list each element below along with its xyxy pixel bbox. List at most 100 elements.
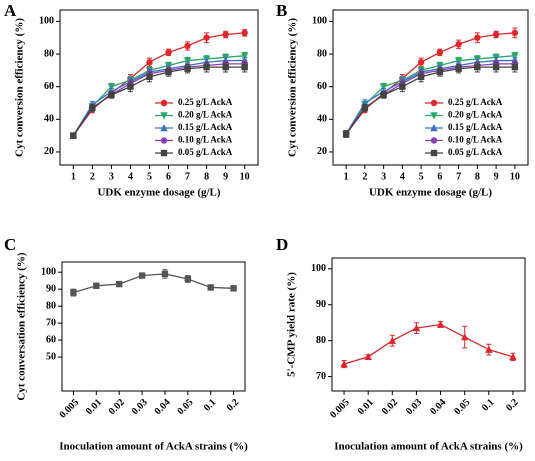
marker	[399, 83, 406, 90]
marker	[436, 49, 444, 56]
marker	[454, 57, 463, 65]
marker	[492, 63, 500, 71]
y-tick-label: 60	[317, 81, 327, 92]
marker	[430, 112, 438, 120]
x-tick-label: 9	[494, 171, 499, 182]
legend-label: 0.25 g/L AckA	[448, 97, 503, 107]
x-tick-label: 0.01	[356, 397, 376, 417]
series-line	[73, 273, 234, 294]
marker	[184, 42, 191, 50]
x-tick-label: 4	[400, 171, 405, 182]
marker	[230, 285, 237, 292]
y-tick-label: 80	[46, 300, 56, 311]
marker	[436, 68, 444, 76]
marker	[430, 137, 438, 144]
marker	[388, 336, 397, 344]
x-tick-label: 7	[456, 171, 461, 182]
marker	[485, 345, 493, 353]
marker	[107, 83, 116, 91]
y-tick-label: 100	[39, 16, 54, 27]
marker	[492, 31, 500, 38]
x-tick-label: 0.05	[452, 397, 472, 417]
x-tick-label: 5	[147, 171, 152, 182]
x-tick-label: 0.2	[504, 397, 521, 414]
legend-label: 0.15 g/L AckA	[448, 122, 503, 132]
panel-label: C	[4, 235, 16, 254]
y-tick-label: 40	[317, 114, 327, 125]
x-axis-label: Inoculation amount of AckA strains (%)	[59, 441, 248, 453]
legend-label: 0.10 g/L AckA	[178, 135, 233, 145]
legend-label: 0.20 g/L AckA	[178, 110, 233, 120]
plot-frame	[59, 9, 259, 166]
y-tick-label: 100	[41, 266, 56, 277]
marker	[70, 132, 77, 139]
legend-label: 0.10 g/L AckA	[448, 135, 503, 145]
marker	[161, 270, 169, 278]
marker	[511, 63, 519, 71]
marker	[165, 68, 172, 76]
marker	[183, 57, 192, 65]
x-tick-label: 8	[475, 171, 480, 182]
marker	[115, 280, 123, 288]
marker	[474, 34, 481, 41]
x-axis-label: UDK enzyme dosage (g/L)	[97, 187, 220, 199]
plot-frame	[331, 257, 526, 392]
x-tick-label: 0.03	[404, 397, 424, 417]
marker	[379, 83, 388, 91]
marker	[430, 124, 438, 132]
x-tick-label: 2	[90, 171, 95, 182]
marker	[241, 29, 248, 37]
y-tick-label: 70	[46, 317, 56, 328]
x-tick-label: 0.1	[202, 397, 219, 414]
marker	[380, 91, 387, 99]
x-tick-label: 10	[510, 171, 520, 182]
y-tick-label: 50	[46, 351, 56, 362]
marker	[474, 63, 481, 71]
marker	[460, 333, 469, 341]
marker	[455, 65, 462, 72]
x-axis-label: Inoculation amount of AckA strains (%)	[334, 441, 523, 453]
x-tick-label: 0.02	[107, 397, 127, 417]
marker	[342, 130, 350, 138]
y-tick-label: 70	[316, 371, 326, 382]
y-axis-label: Cyt conversation efficiency (%)	[16, 252, 28, 400]
y-tick-label: 40	[44, 114, 54, 125]
series-line	[72, 32, 245, 137]
panel-label: B	[276, 1, 287, 20]
legend-label: 0.25 g/L AckA	[178, 97, 233, 107]
marker	[93, 282, 100, 289]
y-tick-label: 60	[44, 81, 54, 92]
marker	[184, 65, 191, 72]
marker	[417, 59, 425, 66]
marker	[127, 83, 134, 90]
marker	[222, 63, 229, 71]
y-tick-label: 100	[312, 16, 327, 27]
marker	[511, 29, 519, 37]
x-tick-label: 4	[128, 171, 133, 182]
marker	[430, 99, 438, 107]
x-tick-label: 0.005	[57, 397, 81, 421]
x-tick-label: 3	[109, 171, 114, 182]
x-tick-label: 0.05	[175, 397, 195, 417]
x-tick-label: 3	[381, 171, 386, 182]
y-axis-label: Cyt conversion efficiency (%)	[14, 18, 26, 157]
panel-label: A	[4, 1, 17, 20]
marker	[89, 104, 96, 112]
y-tick-label: 80	[316, 335, 326, 346]
marker	[160, 124, 168, 132]
marker	[203, 63, 210, 71]
series-line	[72, 59, 245, 136]
y-tick-label: 20	[44, 146, 54, 157]
series-line	[343, 323, 514, 365]
legend-label: 0.05 g/L AckA	[178, 147, 233, 157]
x-tick-label: 8	[204, 171, 209, 182]
y-axis-label: Cyt conversion efficiency (%)	[287, 18, 299, 157]
x-tick-label: 0.005	[328, 397, 352, 421]
panel-label: D	[276, 235, 288, 254]
x-tick-label: 0.02	[380, 397, 400, 417]
x-tick-label: 1	[344, 171, 349, 182]
x-tick-label: 5	[419, 171, 424, 182]
x-tick-label: 10	[240, 171, 250, 182]
marker	[160, 137, 168, 144]
